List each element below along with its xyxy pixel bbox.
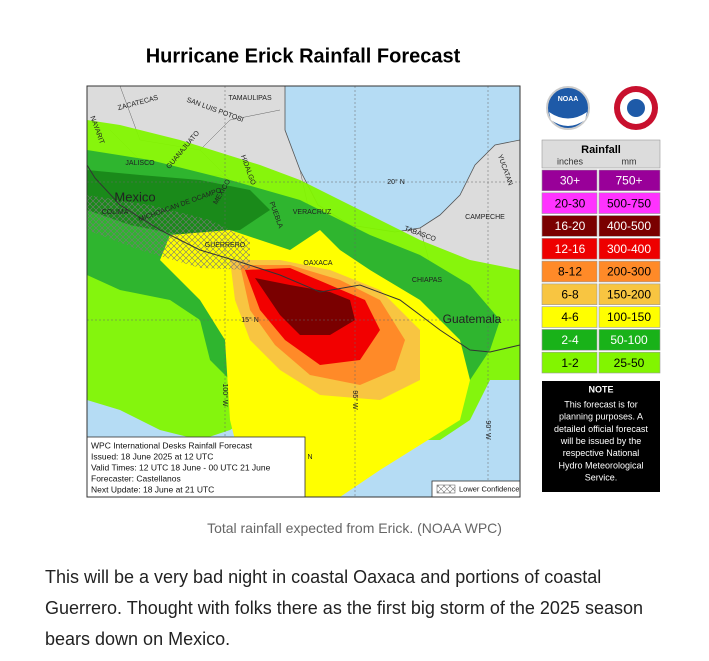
map-label: N — [307, 454, 312, 461]
note-line: detailed official forecast — [554, 424, 648, 434]
legend-mm: 500-750 — [607, 196, 651, 210]
legend-unit: mm — [622, 156, 637, 166]
legend-title: Rainfall — [581, 144, 621, 156]
map-label: 95° W — [351, 390, 359, 410]
legend-inches: 4-6 — [561, 310, 579, 324]
note-line: will be issued by the — [560, 436, 642, 446]
legend-swatch — [541, 238, 598, 260]
legend-swatch — [598, 329, 661, 351]
map: ZACATECAS SAN LUIS POTOSI TAMAULIPAS NAY… — [87, 86, 520, 497]
map-label: Mexico — [114, 189, 155, 204]
info-line: WPC International Desks Rainfall Forecas… — [91, 440, 253, 450]
legend-swatch — [598, 215, 661, 237]
map-label: TAMAULIPAS — [228, 95, 272, 102]
legend-mm: 50-100 — [610, 333, 648, 347]
map-label: JALISCO — [125, 160, 155, 167]
paragraph: This will be a very bad night in coastal… — [45, 567, 643, 649]
note-line: Service. — [585, 473, 618, 483]
legend-swatch — [541, 329, 598, 351]
map-label: 100° W — [221, 383, 229, 406]
legend-swatch — [598, 169, 661, 192]
info-line: Issued: 18 June 2025 at 12 UTC — [91, 451, 213, 461]
map-label: COLIMA — [102, 209, 129, 216]
legend-swatch — [541, 192, 598, 214]
title: Hurricane Erick Rainfall Forecast — [146, 45, 461, 67]
note: NOTE This forecast is for planning purpos… — [542, 381, 660, 492]
map-label: VERACRUZ — [293, 209, 332, 216]
legend-mm: 200-300 — [607, 265, 651, 279]
legend-swatch — [598, 192, 661, 214]
map-label: 90° W — [484, 420, 492, 440]
legend-inches: 16-20 — [555, 219, 586, 233]
note-line: This forecast is for — [564, 399, 638, 409]
legend-swatch — [541, 169, 598, 192]
note-line: Hydro Meteorological — [558, 460, 643, 470]
legend-inches: 12-16 — [555, 242, 586, 256]
logo-text: NOAA — [558, 96, 579, 103]
noaa-logo: NOAA — [546, 86, 590, 130]
legend-inches: 8-12 — [558, 265, 582, 279]
legend-inches: 30+ — [560, 174, 580, 188]
legend-swatch — [598, 260, 661, 283]
map-label: 20° N — [387, 178, 405, 186]
note-line: respective National — [563, 448, 640, 458]
legend-inches: 6-8 — [561, 287, 579, 301]
legend-swatch — [598, 238, 661, 260]
caption: Total rainfall expected from Erick. (NOA… — [207, 520, 502, 536]
note-line: planning purposes. A — [559, 412, 643, 422]
map-label: GUERRERO — [205, 242, 246, 249]
legend-mm: 400-500 — [607, 219, 651, 233]
legend-mm: 750+ — [615, 174, 642, 188]
legend: Rainfall inches mm 30+ 750+ 20-30 500-750 16… — [541, 139, 661, 374]
map-label: CHIAPAS — [412, 277, 443, 284]
legend-mm: 100-150 — [607, 310, 651, 324]
legend-swatch — [541, 260, 598, 283]
info-line: Valid Times: 12 UTC 18 June - 00 UTC 21 … — [91, 462, 271, 472]
legend-swatch — [541, 215, 598, 237]
legend-mm: 150-200 — [607, 287, 651, 301]
legend-inches: 2-4 — [561, 333, 579, 347]
lower-confidence: Lower Confidence — [459, 484, 519, 493]
map-label: Guatemala — [443, 312, 502, 326]
note-title: NOTE — [588, 384, 613, 394]
map-label: OAXACA — [303, 260, 333, 267]
legend-inches: 1-2 — [561, 356, 579, 370]
legend-swatch — [541, 283, 598, 305]
legend-unit: inches — [557, 156, 584, 166]
legend-swatch — [541, 351, 598, 374]
legend-swatch — [598, 351, 661, 374]
legend-swatch — [598, 283, 661, 305]
nws-logo — [614, 86, 658, 130]
legend-mm: 300-400 — [607, 242, 651, 256]
legend-inches: 20-30 — [555, 196, 586, 210]
legend-mm: 25-50 — [614, 356, 645, 370]
figure: Hurricane Erick Rainfall Forecast ZACATE… — [86, 45, 661, 498]
legend-swatch — [541, 306, 598, 328]
map-label: 15° N — [241, 316, 259, 324]
legend-swatch — [598, 306, 661, 328]
info-line: Next Update: 18 June at 21 UTC — [91, 484, 214, 494]
map-label: CAMPECHE — [465, 214, 505, 221]
info-line: Forecaster: Castellanos — [91, 473, 181, 483]
